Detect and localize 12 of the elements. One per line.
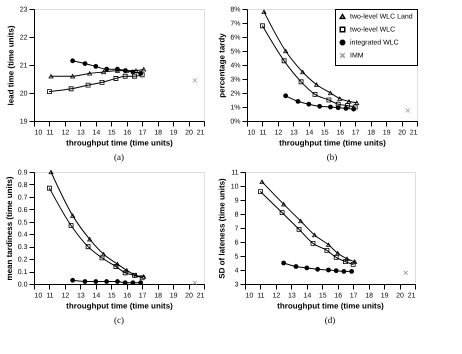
text: (d)	[324, 315, 336, 325]
text: (c)	[114, 315, 124, 325]
y-axis-title: mean tardiness (time units)	[4, 176, 14, 281]
x-axis-title: throughput time (time units)	[66, 302, 174, 310]
y-axis-title: SD of lateness (time units)	[218, 178, 227, 279]
text: (b)	[326, 152, 338, 162]
x-axis-title: throughput time (time units)	[277, 302, 384, 310]
text: (a)	[114, 152, 124, 162]
x-axis-title: throughput time (time units)	[66, 138, 174, 148]
x-axis-title: throughput time (time units)	[279, 138, 386, 148]
y-axis-title: percentage tardy	[217, 32, 226, 98]
y-axis-title: lead time (time units)	[6, 25, 16, 106]
